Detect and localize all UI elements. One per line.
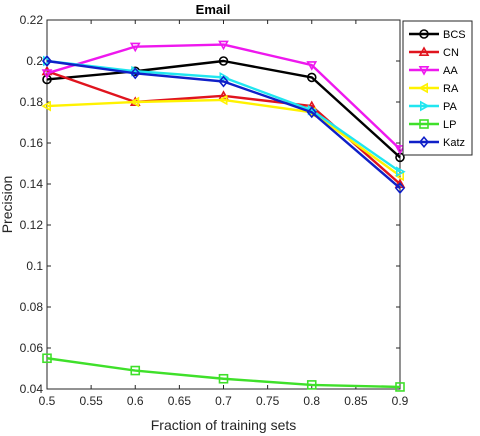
legend-item-cn: CN	[409, 46, 459, 59]
data-point-ra	[129, 96, 140, 108]
legend-label: Katz	[443, 137, 465, 149]
legend-label: RA	[443, 83, 459, 95]
legend-marker	[419, 119, 429, 129]
y-tick-label: 0.1	[26, 259, 43, 273]
data-point-bcs	[306, 72, 317, 83]
series-katz	[41, 54, 406, 195]
legend-marker	[418, 135, 430, 149]
data-point-pa	[219, 72, 230, 83]
y-tick-label: 0.2	[26, 54, 43, 68]
y-tick-label: 0.12	[20, 218, 44, 232]
data-point-ra	[217, 94, 228, 106]
data-point-lp	[306, 380, 317, 390]
data-point-ra	[41, 100, 52, 112]
legend-item-bcs: BCS	[409, 29, 466, 41]
legend-item-pa: PA	[409, 100, 458, 113]
x-tick-label: 0.75	[256, 394, 280, 408]
data-point-lp	[395, 382, 405, 392]
data-point-pa	[395, 166, 406, 178]
legend-marker	[419, 29, 429, 39]
legend-item-aa: AA	[409, 65, 458, 77]
legend-marker	[418, 46, 430, 57]
x-tick-label: 0.85	[344, 394, 368, 408]
legend-item-katz: Katz	[409, 135, 465, 149]
data-point-lp	[130, 365, 141, 376]
data-point-lp	[42, 353, 52, 364]
data-point-bcs	[218, 56, 229, 66]
legend-label: CN	[443, 47, 459, 59]
series-lp	[42, 353, 405, 392]
legend-label: LP	[443, 119, 456, 131]
legend-label: AA	[443, 65, 458, 77]
legend-item-lp: LP	[409, 119, 456, 131]
x-tick-label: 0.6	[127, 394, 144, 408]
x-tick-label: 0.9	[392, 394, 409, 408]
series-line-katz	[46, 59, 401, 190]
data-point-aa	[218, 40, 229, 51]
series-line-bcs	[46, 59, 401, 159]
x-axis-label: Fraction of training sets	[151, 417, 297, 433]
data-point-katz	[41, 54, 53, 68]
y-tick-label: 0.04	[20, 382, 44, 396]
data-point-aa	[394, 145, 406, 155]
series-line-aa	[46, 43, 401, 151]
data-point-katz	[130, 67, 141, 80]
legend-label: PA	[443, 101, 458, 113]
data-point-katz	[306, 106, 317, 119]
y-tick-label: 0.06	[20, 341, 44, 355]
data-point-lp	[218, 373, 229, 384]
x-tick-label: 0.7	[215, 394, 232, 408]
legend-marker	[418, 66, 430, 76]
y-tick-label: 0.14	[20, 177, 44, 191]
series-line-lp	[46, 357, 401, 389]
legend-item-ra: RA	[409, 82, 459, 95]
data-point-aa	[129, 42, 141, 53]
axis-ticks: 0.5 0.55 0.6 0.65 0.7 0.75 0.8 0.85 0.9 0.04 0.06 0…	[20, 13, 409, 408]
legend: BCS CN AA RA PA LP Katz	[402, 20, 473, 156]
legend-marker	[418, 82, 429, 94]
series-line-ra	[46, 98, 401, 177]
data-point-katz	[394, 182, 406, 195]
data-point-aa	[306, 61, 318, 71]
data-point-aa	[41, 69, 53, 79]
legend-label: BCS	[443, 29, 466, 41]
x-tick-label: 0.55	[79, 394, 103, 408]
x-tick-label: 0.8	[303, 394, 320, 408]
x-tick-label: 0.5	[39, 394, 56, 408]
series-aa	[41, 40, 406, 155]
series-layer	[41, 40, 406, 392]
chart-title: Email	[196, 2, 231, 17]
data-point-katz	[218, 75, 229, 88]
legend-marker	[419, 100, 430, 112]
y-tick-label: 0.22	[20, 13, 44, 27]
y-axis-label: Precision	[0, 176, 15, 234]
y-tick-label: 0.16	[20, 136, 44, 150]
y-tick-label: 0.18	[20, 95, 44, 109]
y-tick-label: 0.08	[20, 300, 44, 314]
data-point-bcs	[42, 74, 52, 85]
x-tick-label: 0.65	[168, 394, 192, 408]
